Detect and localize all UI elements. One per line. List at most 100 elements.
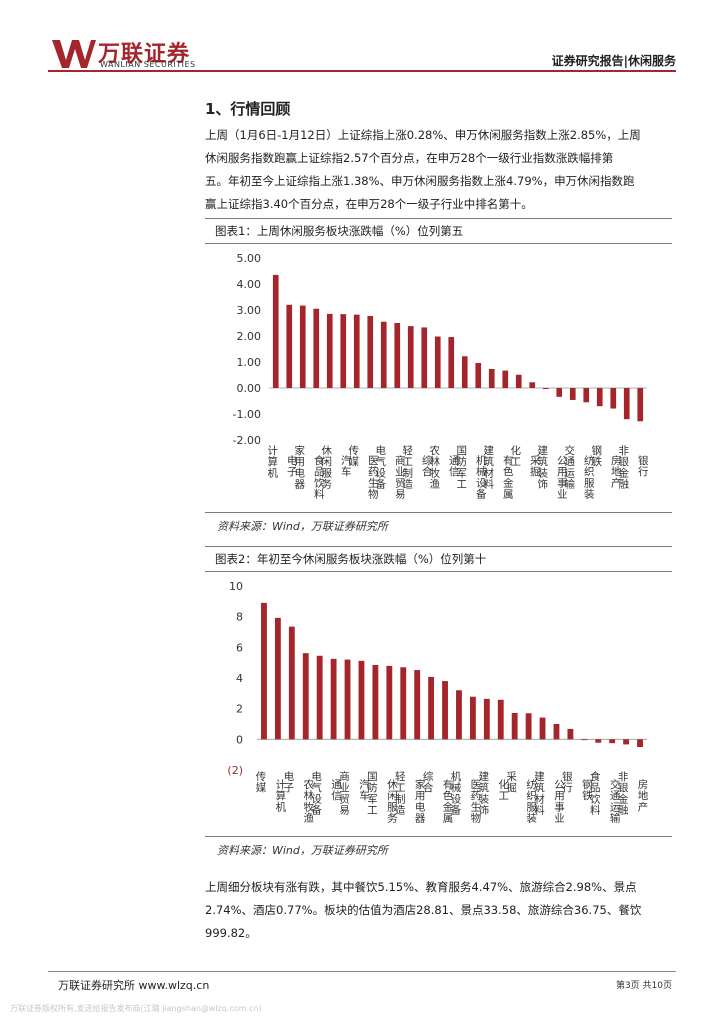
bar bbox=[434, 336, 441, 388]
x-tick-label: 纺织服装 bbox=[526, 778, 537, 825]
y-tick-label: 1.00 bbox=[237, 356, 262, 369]
bar bbox=[380, 321, 387, 388]
bar bbox=[288, 626, 295, 740]
bar bbox=[428, 676, 435, 740]
bar bbox=[553, 724, 560, 740]
x-tick-label: 传媒 bbox=[349, 445, 360, 468]
x-tick-label: 医药生物 bbox=[368, 455, 379, 501]
watermark: 万联证券版权所有,发送给报告发布商(江璐 jiangshan@wlzq.com.… bbox=[10, 1004, 262, 1013]
bar bbox=[623, 388, 630, 420]
x-tick-label: 传媒 bbox=[256, 771, 267, 794]
bar bbox=[326, 313, 333, 388]
bar bbox=[569, 388, 576, 400]
bar bbox=[515, 374, 522, 388]
x-tick-label: 汽车 bbox=[341, 454, 352, 478]
x-tick-label: 纺织服装 bbox=[584, 454, 595, 501]
figure1-title-bar: 图表1：上周休闲服务板块涨跌幅（%）位列第五 bbox=[205, 218, 672, 244]
x-tick-label: 交通运输 bbox=[565, 444, 576, 491]
x-tick-label: 建筑材料 bbox=[484, 444, 495, 491]
x-tick-label: 电子 bbox=[284, 770, 295, 794]
x-tick-label: 农林牧渔 bbox=[430, 444, 441, 491]
x-tick-label: 非银金融 bbox=[618, 771, 629, 817]
x-tick-label: 电子 bbox=[287, 454, 298, 478]
x-tick-label: 轻工制造 bbox=[403, 444, 414, 491]
x-tick-label: 公用事业 bbox=[554, 779, 565, 825]
figure1-divider bbox=[205, 512, 672, 513]
bar bbox=[421, 327, 428, 388]
y-tick-label: 2 bbox=[236, 703, 243, 716]
bar bbox=[261, 602, 267, 740]
bar bbox=[448, 337, 455, 388]
x-tick-label: 银行 bbox=[638, 454, 649, 478]
x-tick-label: 银行 bbox=[562, 770, 573, 794]
bar bbox=[286, 304, 293, 388]
x-tick-label: 公用事业 bbox=[557, 455, 568, 501]
x-tick-label: 国防军工 bbox=[367, 771, 378, 817]
x-tick-label: 房地产 bbox=[638, 778, 649, 813]
bar bbox=[358, 660, 365, 740]
bar bbox=[340, 314, 347, 388]
x-tick-label: 通信 bbox=[449, 455, 460, 478]
x-tick-label: 化工 bbox=[499, 778, 510, 802]
x-tick-label: 交通运输 bbox=[610, 778, 621, 825]
bar bbox=[456, 690, 462, 740]
x-tick-label: 钢铁 bbox=[592, 444, 603, 468]
bar bbox=[469, 696, 476, 740]
x-tick-label: 通信 bbox=[331, 779, 342, 802]
bar bbox=[539, 717, 546, 740]
paragraph-line: 上周（1月6日-1月12日）上证综指上涨0.28%、申万休闲服务指数上涨2.85… bbox=[205, 128, 641, 142]
x-tick-label: 电气设备 bbox=[311, 770, 322, 817]
page-number: 第3页 共10页 bbox=[615, 981, 672, 991]
x-tick-label: 建筑材料 bbox=[534, 770, 545, 817]
paragraph-market-review: 上周（1月6日-1月12日）上证综指上涨0.28%、申万休闲服务指数上涨2.85… bbox=[205, 124, 675, 216]
bar bbox=[442, 681, 448, 740]
x-tick-label: 综合 bbox=[422, 454, 433, 478]
bar bbox=[525, 713, 532, 740]
y-tick-label: 10 bbox=[229, 580, 243, 593]
x-tick-label: 房地产 bbox=[611, 454, 622, 489]
bar bbox=[414, 670, 421, 740]
bar bbox=[609, 739, 616, 744]
bar bbox=[302, 653, 309, 740]
bar bbox=[316, 655, 323, 740]
x-tick-label: 钢铁 bbox=[582, 778, 593, 802]
x-tick-label: 有色金属 bbox=[443, 778, 454, 825]
footer-divider bbox=[48, 971, 676, 972]
bar bbox=[497, 699, 504, 740]
x-tick-label: 商业贸易 bbox=[395, 454, 406, 501]
paragraph-line: 999.82。 bbox=[205, 926, 257, 940]
x-tick-label: 建筑装饰 bbox=[479, 770, 490, 817]
paragraph-line: 休闲服务指数跑赢上证综指2.57个百分点，在申万28个一级行业指数涨跌幅排第 bbox=[205, 151, 614, 165]
x-tick-label: 有色金属 bbox=[503, 454, 514, 501]
y-tick-label: 0.00 bbox=[237, 382, 262, 395]
bar bbox=[372, 664, 379, 740]
chart1: 5.00 4.00 3.00 2.00 1.00 0.00 -1.00 -2.00 计算机电子家… bbox=[233, 252, 649, 501]
paragraph-line: 五。年初至今上证综指上涨1.38%、申万休闲服务指数上涨4.79%，申万休闲指数… bbox=[205, 174, 635, 188]
figure2-divider bbox=[205, 836, 672, 837]
x-tick-label: 国防军工 bbox=[457, 445, 468, 491]
paragraph-line: 上周细分板块有涨有跌，其中餐饮5.15%、教育服务4.47%、旅游综合2.98%… bbox=[205, 880, 637, 894]
logo-subtitle: WANLIAN SECURITIES bbox=[100, 60, 196, 69]
x-tick-label: 家用电器 bbox=[295, 444, 306, 491]
x-tick-label: 采掘 bbox=[530, 455, 541, 478]
bar bbox=[330, 658, 337, 740]
bar bbox=[313, 308, 320, 388]
bar bbox=[344, 659, 351, 740]
y-tick-label: -1.00 bbox=[233, 408, 261, 421]
bar bbox=[583, 388, 590, 403]
bar bbox=[407, 326, 414, 388]
y-tick-label: 4 bbox=[236, 672, 243, 685]
figure2-source: 资料来源：Wind，万联证券研究所 bbox=[217, 844, 388, 857]
x-tick-label: 机械设备 bbox=[451, 770, 462, 817]
section-title: 1、行情回顾 bbox=[205, 100, 291, 118]
y-tick-label: 0 bbox=[236, 733, 243, 746]
x-tick-label: 机械设备 bbox=[476, 454, 487, 501]
logo-mark-icon bbox=[52, 40, 96, 68]
bar bbox=[529, 382, 536, 388]
bar bbox=[511, 712, 518, 740]
bar bbox=[299, 305, 306, 388]
bar bbox=[461, 356, 468, 388]
bar bbox=[475, 363, 482, 388]
bar bbox=[367, 315, 374, 388]
